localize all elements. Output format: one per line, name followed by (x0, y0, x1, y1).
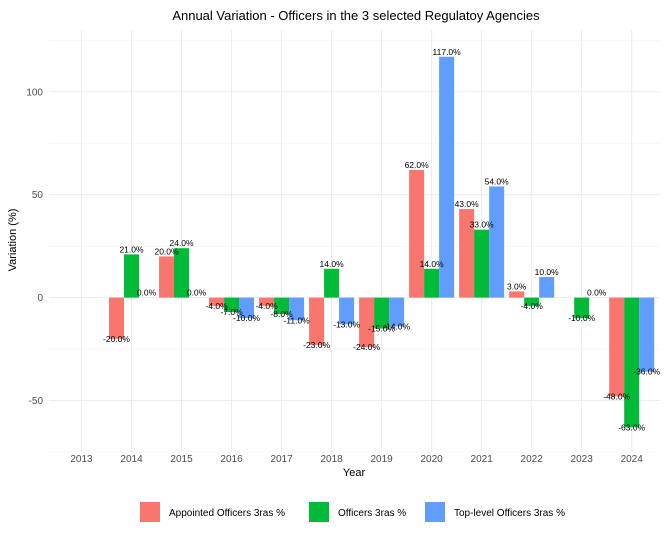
data-label: 10.0% (535, 267, 560, 277)
data-label: -4.0% (255, 301, 278, 311)
x-tick-label: 2013 (70, 454, 93, 465)
bar (374, 297, 390, 329)
data-labels-group: -20.0% 20.0% -4.0% -4.0% -23.0% -24.0% 62.0% 43… (103, 47, 661, 433)
bar (609, 297, 625, 397)
y-tick-label: 50 (32, 190, 44, 201)
x-tick-label: 2020 (421, 454, 444, 465)
bar (259, 297, 275, 306)
data-label: -10.0% (233, 313, 260, 323)
y-tick-label: 0 (37, 293, 43, 304)
data-label: 43.0% (455, 199, 480, 209)
data-label: -14.0% (383, 321, 410, 331)
legend-swatch (140, 502, 160, 522)
data-label: -15.0% (368, 323, 395, 333)
data-label: 0.0% (187, 288, 207, 298)
bar (109, 297, 125, 339)
data-label: 14.0% (420, 259, 445, 269)
minor-gridlines (49, 39, 660, 453)
x-axis-ticks: 2013 2014 2015 2016 2017 2018 2019 2020 2021 2022… (70, 454, 643, 465)
data-label: 0.0% (137, 288, 157, 298)
x-tick-label: 2024 (621, 454, 644, 465)
bar (289, 297, 305, 321)
bar (539, 277, 555, 298)
x-tick-label: 2016 (220, 454, 243, 465)
data-label: -24.0% (353, 342, 380, 352)
data-label: -11.0% (283, 315, 310, 325)
data-label: -13.0% (333, 319, 360, 329)
bar (309, 297, 325, 345)
x-tick-label: 2015 (170, 454, 193, 465)
bar (224, 297, 240, 313)
data-label: 117.0% (433, 47, 462, 57)
bar (174, 248, 190, 298)
data-label: 20.0% (154, 246, 179, 256)
data-label: -4.0% (205, 301, 228, 311)
bar (124, 254, 140, 298)
bar (274, 297, 290, 315)
bar (459, 209, 475, 298)
bar (324, 268, 340, 298)
bars-group (109, 56, 655, 428)
bar (424, 268, 440, 298)
legend-swatch (425, 502, 445, 522)
bar (239, 297, 255, 319)
chart-title: Annual Variation - Officers in the 3 sel… (172, 8, 540, 23)
data-label: -4.0% (521, 301, 544, 311)
data-label: 3.0% (507, 281, 527, 291)
bar (439, 56, 455, 298)
legend: Appointed Officers 3ras % Officers 3ras %… (140, 502, 565, 522)
bar (339, 297, 355, 325)
data-label: -10.0% (568, 313, 595, 323)
data-label: -36.0% (633, 367, 660, 377)
x-tick-label: 2019 (370, 454, 393, 465)
y-axis-ticks: -50 0 50 100 (26, 87, 43, 407)
data-label: 21.0% (119, 244, 144, 254)
data-label: -23.0% (303, 340, 330, 350)
y-tick-label: 100 (26, 87, 43, 98)
x-axis-title: Year (343, 467, 366, 479)
data-label: 54.0% (485, 176, 510, 186)
bar (209, 297, 225, 306)
bar (489, 186, 505, 298)
x-tick-label: 2021 (471, 454, 494, 465)
bar (524, 297, 540, 306)
data-label: 62.0% (405, 160, 430, 170)
x-tick-label: 2014 (120, 454, 143, 465)
bar (624, 297, 640, 428)
data-label: 14.0% (320, 259, 345, 269)
x-tick-label: 2022 (521, 454, 544, 465)
data-label: -48.0% (603, 391, 630, 401)
bar (574, 297, 590, 319)
bar (409, 169, 425, 298)
y-axis-title: Variation (%) (7, 209, 19, 272)
x-tick-label: 2018 (320, 454, 343, 465)
bar (639, 297, 655, 372)
legend-label: Top-level Officers 3ras % (454, 508, 565, 519)
data-label: -20.0% (103, 334, 130, 344)
data-label: -8.0% (270, 309, 293, 319)
major-gridlines (49, 30, 660, 452)
data-label: 33.0% (470, 220, 495, 230)
x-tick-label: 2017 (270, 454, 293, 465)
legend-swatch (309, 502, 329, 522)
data-label: -7.0% (220, 307, 243, 317)
bar (509, 291, 525, 298)
legend-label: Appointed Officers 3ras % (169, 508, 285, 519)
data-label: 24.0% (169, 238, 194, 248)
bar (474, 229, 490, 298)
bar (159, 256, 175, 298)
data-label: -63.0% (618, 422, 645, 432)
x-tick-label: 2023 (571, 454, 594, 465)
data-label: 0.0% (587, 288, 607, 298)
bar (359, 297, 375, 348)
bar (389, 297, 405, 327)
y-tick-label: -50 (29, 396, 44, 407)
legend-label: Officers 3ras % (338, 508, 406, 519)
